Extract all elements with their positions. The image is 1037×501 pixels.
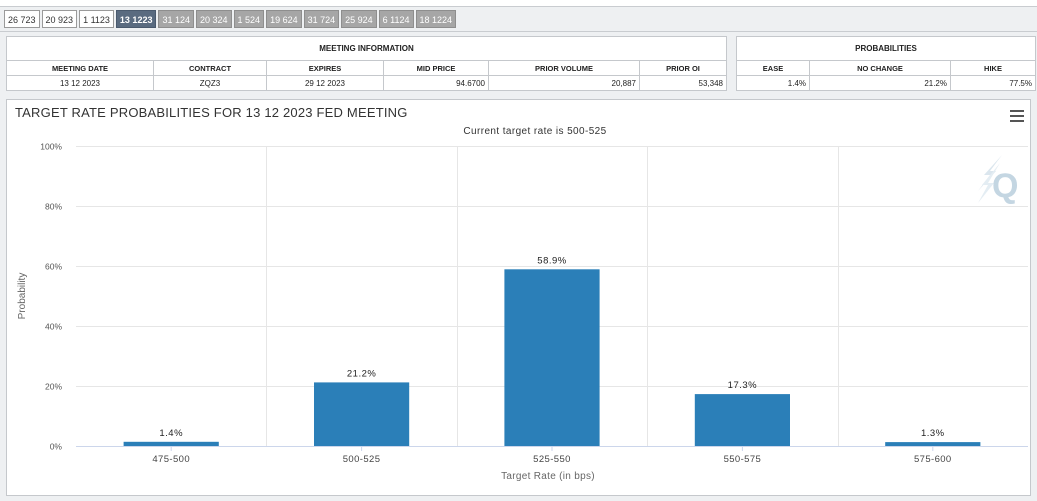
tab-26-723[interactable]: 26 723 <box>4 10 40 28</box>
tab-31-124[interactable]: 31 124 <box>158 10 194 28</box>
meeting-date-tabs: 26 723 20 923 1 1123 13 1223 31 124 20 324 1 5… <box>4 10 457 28</box>
value-prior-oi: 53,348 <box>639 75 727 91</box>
tab-13-1223[interactable]: 13 1223 <box>115 10 157 28</box>
header-prior-volume: PRIOR VOLUME <box>488 60 640 76</box>
meeting-information-title: MEETING INFORMATION <box>6 36 727 61</box>
tab-20-324[interactable]: 20 324 <box>196 10 232 28</box>
value-mid-price: 94.6700 <box>383 75 489 91</box>
chart-title: TARGET RATE PROBABILITIES FOR 13 12 2023… <box>15 105 408 120</box>
header-ease: EASE <box>736 60 810 76</box>
tab-6-1124[interactable]: 6 1124 <box>378 10 414 28</box>
hamburger-menu-icon[interactable] <box>1010 110 1024 122</box>
header-meeting-date: MEETING DATE <box>6 60 154 76</box>
tab-1-524[interactable]: 1 524 <box>233 10 265 28</box>
tab-18-1224[interactable]: 18 1224 <box>415 10 457 28</box>
meeting-information-table: MEETING INFORMATION MEETING DATE CONTRAC… <box>6 36 727 91</box>
header-prior-oi: PRIOR OI <box>639 60 727 76</box>
probabilities-table: PROBABILITIES EASE NO CHANGE HIKE 1.4% 2… <box>736 36 1036 91</box>
q-logo-icon: Q <box>978 155 1018 205</box>
probabilities-title: PROBABILITIES <box>736 36 1036 61</box>
value-prior-volume: 20,887 <box>488 75 640 91</box>
value-meeting-date: 13 12 2023 <box>6 75 154 91</box>
tab-20-923[interactable]: 20 923 <box>41 10 78 28</box>
header-hike: HIKE <box>950 60 1036 76</box>
header-expires: EXPIRES <box>266 60 384 76</box>
value-ease: 1.4% <box>736 75 810 91</box>
value-no-change: 21.2% <box>809 75 951 91</box>
tabs-divider <box>0 31 1037 32</box>
value-expires: 29 12 2023 <box>266 75 384 91</box>
value-hike: 77.5% <box>950 75 1036 91</box>
tab-1-1123[interactable]: 1 1123 <box>79 10 114 28</box>
value-contract: ZQZ3 <box>153 75 267 91</box>
svg-text:Q: Q <box>992 167 1018 205</box>
header-mid-price: MID PRICE <box>383 60 489 76</box>
tab-31-724[interactable]: 31 724 <box>303 10 340 28</box>
top-bar <box>0 0 1037 7</box>
tab-19-624[interactable]: 19 624 <box>266 10 302 28</box>
tab-25-924[interactable]: 25 924 <box>341 10 377 28</box>
chart-panel: TARGET RATE PROBABILITIES FOR 13 12 2023… <box>6 99 1031 496</box>
header-contract: CONTRACT <box>153 60 267 76</box>
header-no-change: NO CHANGE <box>809 60 951 76</box>
